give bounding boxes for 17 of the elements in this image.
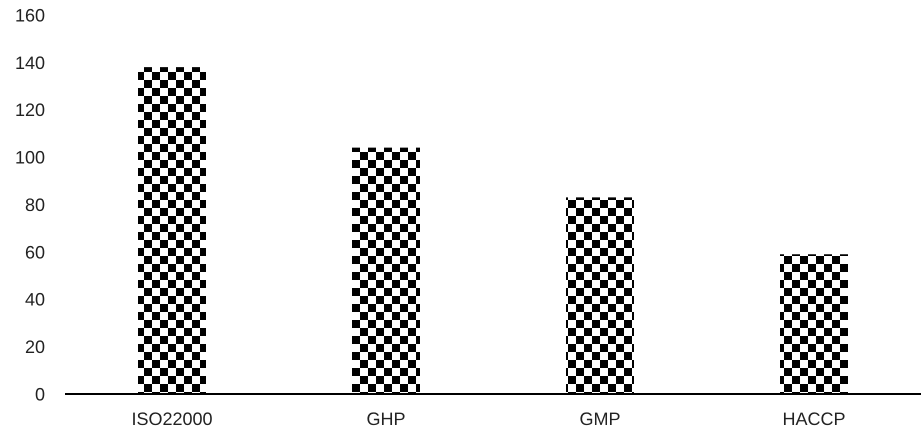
y-tick-label: 40 [24,290,45,310]
bar [566,197,634,394]
bar [780,254,848,394]
x-tick-label: ISO22000 [131,408,213,429]
y-tick-label: 100 [14,148,45,168]
bar [352,148,420,394]
x-tick-label: GMP [579,408,621,429]
y-tick-label: 20 [24,337,45,358]
y-tick-label: 60 [24,242,45,262]
y-tick-label: 0 [34,384,45,404]
x-tick-label: GHP [366,408,406,429]
y-tick-label: 80 [24,194,45,215]
x-tick-label: HACCP [782,408,846,429]
y-tick-label: 140 [14,52,45,73]
y-tick-label: 120 [14,100,45,120]
bar [138,67,206,394]
y-tick-label: 160 [14,5,45,26]
